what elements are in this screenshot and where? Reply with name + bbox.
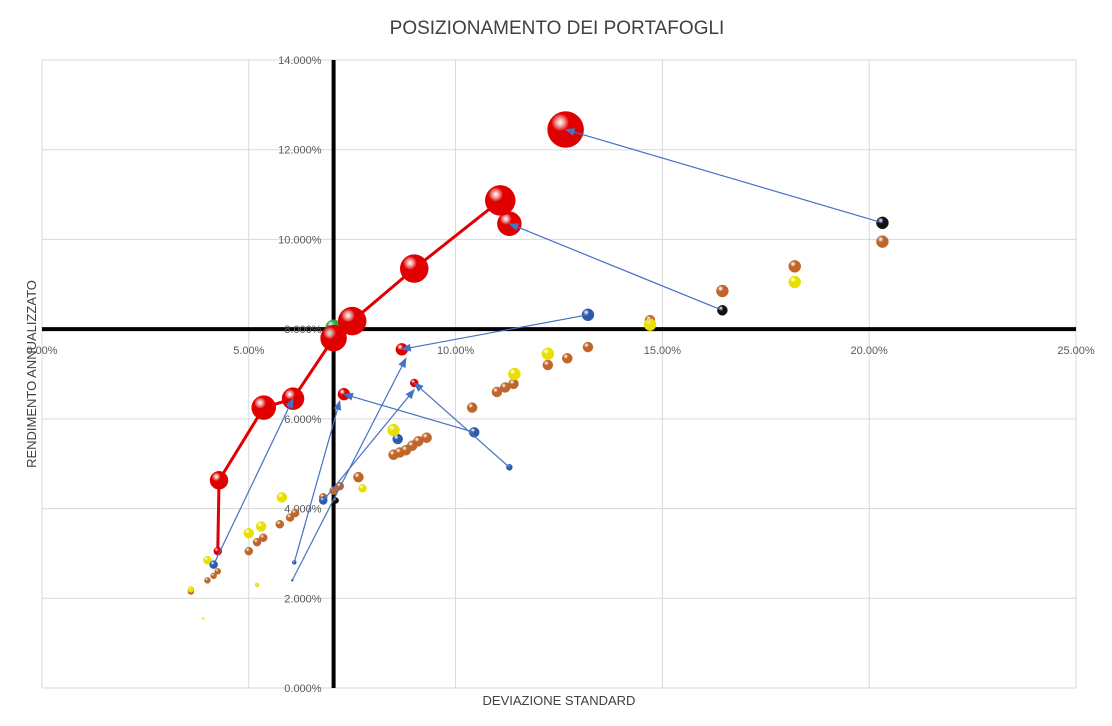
portfolio-point-yellow: [643, 318, 657, 331]
shift-arrow: [342, 392, 475, 433]
x-tick-label: 15.00%: [644, 345, 682, 357]
portfolio-point-orange: [244, 546, 254, 556]
portfolio-point-orange: [204, 577, 211, 584]
portfolio-point-red: [251, 395, 276, 420]
y-tick-label: 0.000%: [284, 683, 322, 695]
portfolio-point-red: [337, 306, 367, 336]
portfolio-point-orange: [466, 402, 478, 413]
x-tick-label: 20.00%: [851, 345, 889, 357]
shift-arrow: [213, 397, 294, 565]
portfolio-point-yellow: [358, 484, 367, 493]
portfolio-point-orange: [275, 520, 285, 529]
shift-arrow: [400, 314, 589, 352]
x-axis-title: DEVIAZIONE STANDARD: [483, 693, 636, 708]
shift-arrow: [564, 128, 883, 224]
x-tick-label: 0.00%: [26, 345, 57, 357]
portfolio-point-orange: [542, 359, 554, 371]
portfolio-point-yellow: [187, 586, 195, 593]
portfolio-point-yellow: [255, 521, 267, 532]
portfolio-point-yellow: [243, 527, 255, 539]
y-tick-label: 8.000%: [284, 324, 322, 336]
portfolio-point-orange: [876, 235, 889, 248]
portfolio-point-red: [320, 324, 347, 352]
portfolio-point-orange: [214, 568, 222, 575]
portfolio-point-orange: [582, 341, 594, 353]
portfolio-point-orange: [421, 432, 432, 443]
portfolio-point-red: [209, 471, 229, 490]
reference-lines: [42, 60, 1076, 688]
y-tick-label: 10.000%: [278, 234, 322, 246]
portfolio-point-yellow: [788, 275, 802, 289]
portfolio-point-yellow: [276, 492, 288, 503]
portfolio-point-orange: [788, 260, 802, 273]
portfolio-point-yellow: [254, 582, 260, 588]
portfolio-point-red: [485, 185, 516, 216]
y-tick-label: 6.000%: [284, 414, 322, 426]
x-tick-label: 5.00%: [233, 345, 264, 357]
y-tick-label: 12.000%: [278, 145, 322, 157]
portfolio-point-red: [399, 254, 429, 283]
portfolio-point-orange: [508, 378, 519, 390]
portfolio-point-orange: [210, 572, 217, 580]
x-tick-label: 25.00%: [1057, 345, 1095, 357]
shift-arrow: [508, 223, 723, 311]
shift-arrow: [413, 382, 510, 468]
y-tick-label: 14.000%: [278, 55, 322, 67]
portfolio-point-orange: [353, 471, 364, 483]
portfolio-point-yellow: [202, 617, 205, 620]
y-axis-title: RENDIMENTO ANNUALIZZATO: [24, 280, 39, 468]
portfolio-point-orange: [716, 284, 729, 298]
shift-arrow: [293, 399, 342, 563]
portfolio-point-orange: [290, 508, 300, 518]
portfolio-point-orange: [491, 386, 503, 398]
shift-arrow: [322, 388, 415, 501]
shift-arrows: [213, 128, 883, 581]
portfolio-point-yellow: [387, 423, 400, 437]
portfolio-point-yellow: [508, 367, 521, 381]
x-tick-labels: 0.00% 5.00% 10.00% 15.00% 20.00% 25.00%: [26, 345, 1094, 357]
portfolio-point-orange: [562, 353, 573, 364]
portfolio-point-orange: [252, 537, 262, 547]
y-tick-label: 2.000%: [284, 593, 322, 605]
x-tick-label: 10.00%: [437, 345, 475, 357]
portfolio-point-yellow: [541, 347, 555, 361]
portfolio-point-orange: [259, 533, 268, 542]
portfolio-point-yellow: [203, 555, 212, 565]
chart-title: POSIZIONAMENTO DEI PORTAFOGLI: [390, 18, 725, 39]
